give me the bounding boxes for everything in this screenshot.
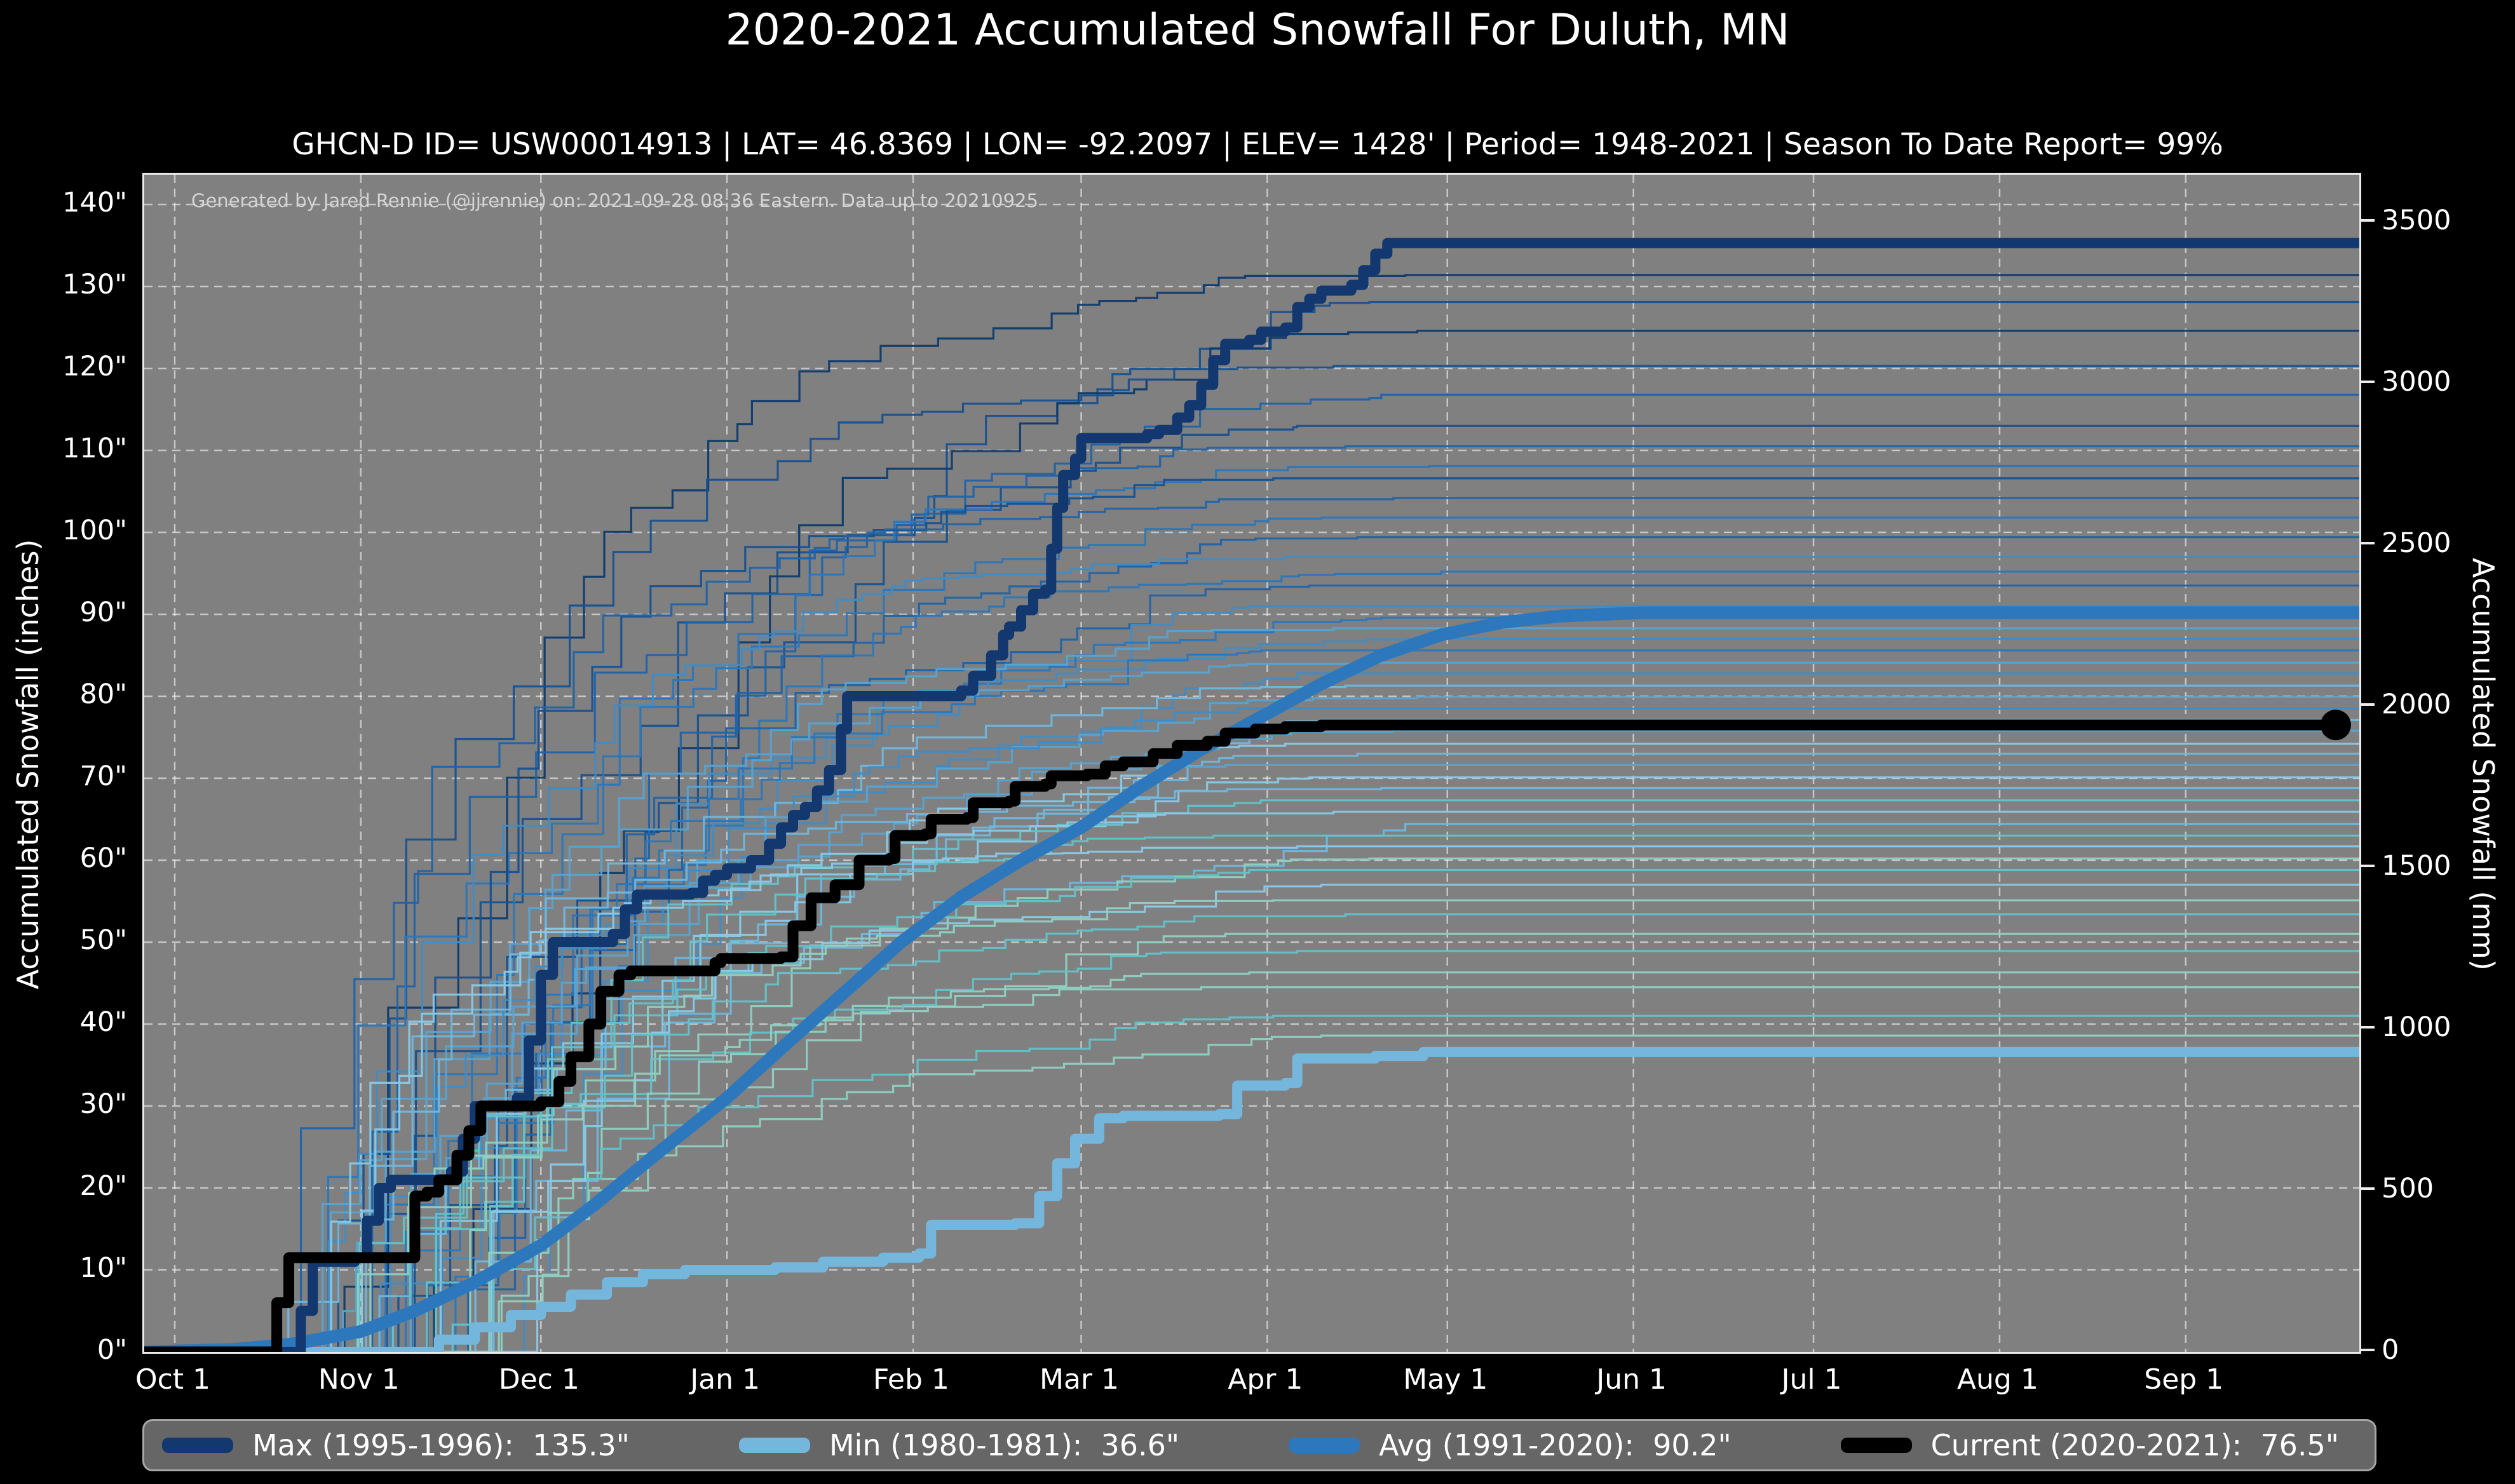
x-tick-label: Mar 1 bbox=[1039, 1363, 1119, 1396]
season-line bbox=[144, 933, 2359, 1352]
season-line bbox=[144, 1015, 2359, 1352]
y-tick-label-inches: 20" bbox=[79, 1170, 128, 1202]
y-axis-title-mm: Accumulated Snowfall (mm) bbox=[2466, 558, 2500, 971]
x-tick-label: Jan 1 bbox=[690, 1363, 761, 1396]
legend-item: Current (2020-2021): 76.5" bbox=[1840, 1428, 2339, 1462]
y-tick-label-mm: 500 bbox=[2382, 1173, 2434, 1205]
x-tick-label: May 1 bbox=[1403, 1363, 1488, 1396]
season-line bbox=[144, 516, 2359, 1352]
station-subtitle: GHCN-D ID= USW00014913 | LAT= 46.8369 | … bbox=[292, 127, 2223, 162]
season-line bbox=[144, 556, 2359, 1352]
y-tick-label-inches: 100" bbox=[62, 515, 127, 546]
y-tick-label-mm: 1500 bbox=[2382, 850, 2451, 882]
y-tick-mark-mm bbox=[2359, 1187, 2375, 1191]
legend-swatch bbox=[162, 1438, 233, 1453]
y-tick-label-inches: 70" bbox=[79, 760, 128, 792]
generated-by-annotation: Generated by Jared Rennie (@jjrennie) on… bbox=[191, 190, 1038, 212]
season-line bbox=[144, 393, 2359, 1352]
page-title: 2020-2021 Accumulated Snowfall For Dulut… bbox=[725, 5, 1790, 55]
legend-label: Current (2020-2021): 76.5" bbox=[1930, 1428, 2339, 1462]
y-tick-label-inches: 0" bbox=[97, 1334, 127, 1366]
legend-label: Min (1980-1981): 36.6" bbox=[829, 1428, 1180, 1462]
x-tick-label: Aug 1 bbox=[1956, 1363, 2038, 1396]
legend-swatch bbox=[1288, 1438, 1360, 1453]
y-tick-label-mm: 0 bbox=[2382, 1334, 2399, 1366]
season-line bbox=[144, 627, 2359, 1352]
y-tick-label-inches: 130" bbox=[62, 269, 127, 300]
x-tick-label: Dec 1 bbox=[498, 1363, 580, 1396]
season-line bbox=[144, 811, 2359, 1352]
x-tick-label: Apr 1 bbox=[1228, 1363, 1303, 1396]
season-line bbox=[144, 661, 2359, 1352]
y-tick-label-mm: 3000 bbox=[2382, 366, 2451, 398]
season-line bbox=[144, 300, 2359, 1352]
season-line bbox=[144, 696, 2359, 1352]
season-line bbox=[144, 445, 2359, 1352]
y-tick-label-inches: 120" bbox=[62, 351, 127, 382]
y-tick-label-mm: 3500 bbox=[2382, 205, 2451, 237]
season-line bbox=[144, 971, 2359, 1352]
legend-swatch bbox=[1840, 1438, 1912, 1453]
season-line bbox=[144, 649, 2359, 1352]
season-line bbox=[144, 823, 2359, 1352]
y-tick-label-inches: 10" bbox=[79, 1252, 128, 1284]
season-line bbox=[144, 707, 2359, 1352]
current-end-dot bbox=[2320, 710, 2351, 741]
y-tick-label-inches: 40" bbox=[79, 1006, 128, 1038]
x-tick-label: Nov 1 bbox=[318, 1363, 400, 1396]
x-tick-label: Jul 1 bbox=[1781, 1363, 1842, 1396]
y-tick-label-mm: 1000 bbox=[2382, 1011, 2451, 1044]
y-tick-mark-mm bbox=[2359, 703, 2375, 706]
legend-swatch bbox=[738, 1438, 810, 1453]
season-line bbox=[144, 638, 2359, 1352]
season-line bbox=[144, 424, 2359, 1352]
y-tick-label-inches: 140" bbox=[62, 187, 127, 219]
y-tick-label-inches: 30" bbox=[79, 1088, 128, 1120]
x-tick-label: Oct 1 bbox=[135, 1363, 211, 1396]
legend-item: Max (1995-1996): 135.3" bbox=[162, 1428, 630, 1462]
y-tick-mark-mm bbox=[2359, 1349, 2375, 1351]
y-tick-label-mm: 2000 bbox=[2382, 689, 2451, 721]
series-line-avg bbox=[144, 606, 2359, 1352]
plot-area: Generated by Jared Rennie (@jjrennie) on… bbox=[142, 173, 2361, 1354]
season-line bbox=[144, 786, 2359, 1352]
season-line bbox=[144, 330, 2359, 1352]
y-tick-mark-mm bbox=[2359, 1026, 2375, 1029]
legend-item: Avg (1991-2020): 90.2" bbox=[1288, 1428, 1732, 1462]
y-tick-label-inches: 90" bbox=[79, 597, 128, 628]
series-line-min bbox=[144, 1046, 2359, 1352]
season-line bbox=[144, 497, 2359, 1352]
legend-label: Avg (1991-2020): 90.2" bbox=[1378, 1428, 1732, 1462]
season-line bbox=[144, 884, 2359, 1352]
y-tick-label-inches: 80" bbox=[79, 678, 128, 710]
y-tick-mark-mm bbox=[2359, 542, 2375, 545]
season-line bbox=[144, 477, 2359, 1352]
y-tick-mark-mm bbox=[2359, 865, 2375, 868]
y-tick-mark-mm bbox=[2359, 219, 2375, 222]
y-tick-mark-mm bbox=[2359, 381, 2375, 384]
snowfall-chart bbox=[144, 175, 2359, 1352]
season-line bbox=[144, 672, 2359, 1352]
y-tick-label-inches: 50" bbox=[79, 924, 128, 956]
series-line-current bbox=[144, 719, 2342, 1352]
x-tick-label: Sep 1 bbox=[2144, 1363, 2224, 1396]
season-line bbox=[144, 274, 2359, 1352]
x-tick-label: Jun 1 bbox=[1596, 1363, 1667, 1396]
legend-item: Min (1980-1981): 36.6" bbox=[738, 1428, 1180, 1462]
season-line bbox=[144, 464, 2359, 1352]
y-tick-label-inches: 60" bbox=[79, 842, 128, 874]
y-tick-label-mm: 2500 bbox=[2382, 527, 2451, 560]
legend: Max (1995-1996): 135.3" Min (1980-1981): … bbox=[142, 1419, 2376, 1471]
x-tick-label: Feb 1 bbox=[873, 1363, 949, 1396]
season-line bbox=[144, 834, 2359, 1352]
y-tick-label-inches: 110" bbox=[62, 433, 127, 464]
legend-label: Max (1995-1996): 135.3" bbox=[252, 1428, 630, 1462]
season-line bbox=[144, 845, 2359, 1352]
season-line bbox=[144, 684, 2359, 1352]
